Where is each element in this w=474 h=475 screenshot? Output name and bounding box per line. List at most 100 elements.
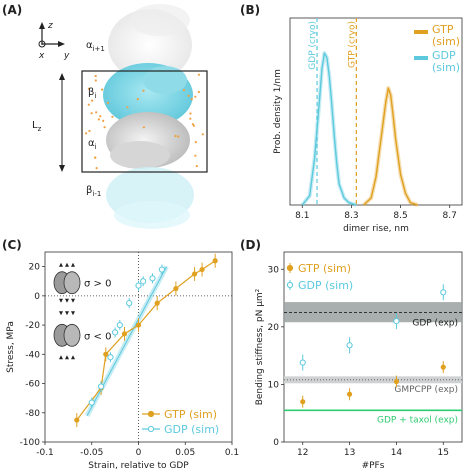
- x-tick-label: 8.3: [344, 211, 358, 221]
- x-tick-label: 0.1: [225, 448, 239, 458]
- x-tick-label: 0.05: [175, 448, 195, 458]
- axis-y-label: y: [63, 51, 70, 61]
- water-dot: [194, 95, 197, 98]
- legend-label: (sim): [432, 35, 460, 48]
- x-tick-label: 13: [344, 448, 355, 458]
- legend: GTP (sim) GDP (sim): [286, 262, 353, 292]
- gdp-point: [440, 289, 447, 296]
- y-axis-label: Prob. density 1/nm: [273, 69, 283, 154]
- gdp-point: [149, 275, 156, 282]
- legend: GTP(sim)GDP(sim): [414, 23, 460, 74]
- water-dot: [94, 156, 97, 159]
- gtp-point: [199, 266, 205, 273]
- gdp-point: [393, 317, 400, 325]
- y-tick-label: 0: [34, 292, 40, 302]
- y-tick-label: 20: [268, 323, 280, 333]
- gdp-point: [346, 342, 353, 349]
- gtp-point: [192, 271, 198, 277]
- water-dot: [194, 154, 197, 157]
- simulation-box: [81, 70, 208, 173]
- gtp-connecting-line: [76, 260, 216, 421]
- inset-label: σ < 0: [84, 331, 111, 342]
- y-tick-label: 0: [273, 438, 279, 448]
- force-arrow: [71, 355, 75, 360]
- gtp-point: [135, 322, 142, 328]
- cryo-annotation: GTP (cryo): [347, 21, 357, 68]
- series-line: [301, 52, 357, 206]
- plot-frame: [283, 251, 463, 443]
- x-axis-label: dimer rise, nm: [343, 224, 409, 234]
- water-dot: [201, 133, 204, 136]
- x-tick-label: 15: [438, 448, 449, 458]
- water-dot: [88, 129, 91, 133]
- gdp-point: [140, 278, 147, 285]
- gmpcpp-exp-label: GMPCPP (exp): [394, 385, 458, 395]
- dimer-shape: [63, 271, 81, 295]
- panel-d: (D) 12 13 14 15 30 20 10 0 #PFs Bending stiffness…: [240, 238, 463, 471]
- gtp-point: [440, 364, 446, 370]
- gdp-exp-band: [284, 302, 462, 323]
- water-dot: [182, 88, 186, 92]
- water-dot: [87, 87, 90, 90]
- gdp-point: [299, 359, 306, 366]
- lz-label: Lz: [32, 120, 42, 133]
- water-dot: [101, 88, 104, 91]
- water-dot: [191, 123, 194, 126]
- gdp-point: [107, 354, 114, 361]
- gdp-point: [88, 399, 95, 406]
- water-dot: [111, 115, 114, 118]
- water-dot: [136, 98, 139, 101]
- force-arrow: [65, 298, 69, 303]
- panel-b-letter: (B): [240, 3, 260, 17]
- water-dot: [102, 119, 105, 122]
- gtp-point: [346, 391, 353, 397]
- gdp-fit-line: [86, 266, 167, 416]
- gtp-point: [173, 285, 179, 292]
- water-dot: [95, 111, 98, 114]
- water-dot: [95, 167, 98, 170]
- panel-a: (A) z x y: [2, 3, 208, 229]
- force-arrow: [71, 262, 75, 267]
- x-tick-label: 12: [297, 448, 308, 458]
- water-dot: [90, 112, 93, 115]
- legend-label: GTP (sim): [164, 408, 217, 421]
- x-tick-label: 8.5: [393, 211, 407, 221]
- inset-label: σ > 0: [84, 279, 111, 290]
- gdp-point: [116, 321, 123, 329]
- water-dot: [126, 106, 129, 109]
- y-axis-label: Stress, MPa: [6, 321, 16, 373]
- label-alpha-top: αi+1: [86, 40, 105, 53]
- legend-label: GDP (sim): [298, 279, 353, 292]
- water-dot: [187, 94, 190, 97]
- y-tick-label: -60: [25, 380, 40, 390]
- force-arrow: [59, 298, 63, 303]
- water-dot: [103, 126, 106, 129]
- panel-c: (C) -0.1 -0.05 0 0.05 0.1 20 0 -20 -40 -60 -80 -100…: [2, 238, 239, 471]
- gdp-point: [158, 266, 165, 273]
- x-tick-label: -0.05: [80, 448, 103, 458]
- water-dot: [142, 126, 145, 129]
- legend-label: GDP: [432, 49, 456, 62]
- legend-label: GTP: [432, 23, 454, 36]
- x-tick-label: -0.1: [36, 448, 54, 458]
- y-tick-label: -100: [20, 438, 41, 448]
- gtp-point: [212, 258, 218, 264]
- y-tick-label: -20: [25, 321, 40, 331]
- legend-swatch-marker: [286, 264, 294, 272]
- y-tick-label: -80: [25, 409, 40, 419]
- y-tick-label: 20: [29, 263, 41, 273]
- dimer-shape: [63, 323, 81, 347]
- x-tick-label: 0: [136, 448, 142, 458]
- water-dot: [189, 112, 192, 115]
- gtp-point: [121, 331, 128, 337]
- panel-d-letter: (D): [240, 238, 261, 252]
- water-dot: [91, 99, 94, 102]
- gdp-point: [126, 300, 133, 307]
- water-dot: [85, 132, 88, 135]
- gtp-point: [154, 300, 160, 306]
- axis-x-label: x: [38, 51, 45, 61]
- force-arrow: [59, 262, 63, 267]
- inset-glyph: σ < 0: [53, 311, 111, 360]
- axis-glyph: z x y: [38, 21, 70, 61]
- water-dot: [174, 134, 177, 138]
